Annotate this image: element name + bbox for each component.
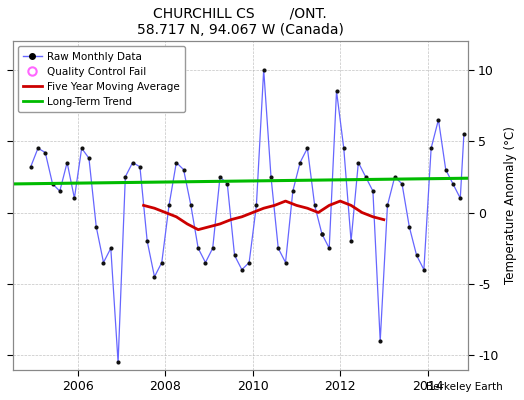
Point [267,174,275,180]
Point [434,116,443,123]
Point [362,174,370,180]
Point [106,245,115,252]
Point [194,245,202,252]
Point [216,174,224,180]
Point [187,202,195,208]
Point [136,164,144,170]
Point [209,245,217,252]
Point [383,202,391,208]
Point [245,259,253,266]
Point [347,238,355,244]
Point [34,145,42,152]
Point [412,252,421,258]
Point [318,231,326,237]
Point [143,238,151,244]
Point [150,274,159,280]
Point [303,145,312,152]
Point [420,266,428,273]
Text: Berkeley Earth: Berkeley Earth [427,382,503,392]
Point [238,266,246,273]
Point [56,188,64,194]
Point [340,145,348,152]
Point [231,252,239,258]
Point [332,88,341,94]
Point [100,259,108,266]
Point [311,202,319,208]
Point [427,145,435,152]
Point [289,188,297,194]
Point [63,159,71,166]
Point [27,164,35,170]
Point [252,202,260,208]
Point [223,181,232,187]
Point [259,66,268,73]
Point [442,166,450,173]
Point [121,174,129,180]
Point [296,159,304,166]
Point [398,181,406,187]
Point [449,181,457,187]
Point [165,202,173,208]
Point [405,224,413,230]
Legend: Raw Monthly Data, Quality Control Fail, Five Year Moving Average, Long-Term Tren: Raw Monthly Data, Quality Control Fail, … [18,46,185,112]
Y-axis label: Temperature Anomaly (°C): Temperature Anomaly (°C) [504,126,517,284]
Point [114,359,122,366]
Point [281,259,290,266]
Point [318,231,326,237]
Point [48,181,57,187]
Point [172,159,180,166]
Point [390,174,399,180]
Point [158,259,166,266]
Point [92,224,101,230]
Point [179,166,188,173]
Point [201,259,210,266]
Point [78,145,86,152]
Point [41,149,49,156]
Point [376,338,385,344]
Point [460,131,468,137]
Point [354,159,363,166]
Point [325,245,333,252]
Point [70,195,79,202]
Point [85,155,93,162]
Point [128,159,137,166]
Title: CHURCHILL CS        /ONT.
58.717 N, 94.067 W (Canada): CHURCHILL CS /ONT. 58.717 N, 94.067 W (C… [137,7,344,37]
Point [369,188,377,194]
Point [456,195,464,202]
Point [274,245,282,252]
